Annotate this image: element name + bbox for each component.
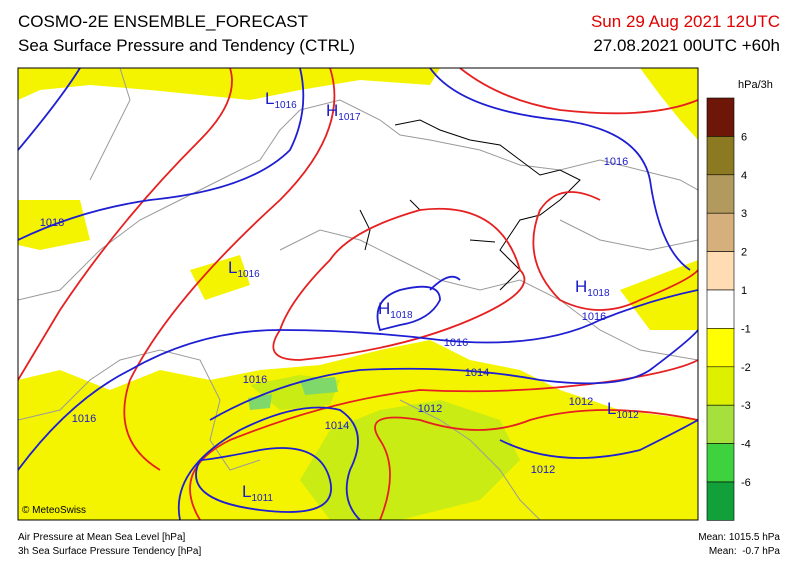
legend: 6 4 3 2 1 -1 -2 -3 -4 -6 [706,97,751,521]
legend-tick-label: -3 [741,400,751,412]
copyright: © MeteoSwiss [22,505,86,516]
legend-swatch [706,174,735,214]
map-labels: L1016 H1017L1016H1018H1018L1012L101110161… [40,89,639,504]
legend-swatch [706,443,735,483]
pressure-center: H1017 [326,101,361,123]
tendency-fill-3 [248,377,338,410]
center-value: 1018 [390,310,413,321]
center-letter: L [228,258,237,277]
isobar-label: 1016 [444,337,468,349]
pressure-center: L1011 [242,482,273,504]
legend-tick-label: 6 [741,131,747,143]
isobar-label: 1016 [72,413,96,425]
center-value: 1018 [587,288,610,299]
center-letter: H [575,277,587,296]
isobar-label: 1016 [243,374,267,386]
isobar-label: 1014 [465,367,489,379]
footer-left-1: Air Pressure at Mean Sea Level [hPa] [18,532,186,543]
center-letter: H [378,299,390,318]
legend-tick-label: -4 [741,439,751,451]
borders [18,68,698,520]
center-letter: L [242,482,251,501]
legend-tick-label: -2 [741,362,751,374]
legend-tick-label: 4 [741,170,747,182]
pressure-center: L1016 [228,258,260,280]
map: L1016 H1017L1016H1018H1018L1012L101110161… [18,68,698,520]
isobar-label: 1016 [604,156,628,168]
legend-swatch [706,289,735,329]
footer-right-1: Mean: 1015.5 hPa [698,532,780,543]
subtitle: Sea Surface Pressure and Tendency (CTRL) [18,36,355,55]
isobar-label: 1014 [325,420,349,432]
legend-swatch [706,136,735,176]
legend-title: hPa/3h [738,79,773,91]
center-value: 1016 [237,269,260,280]
legend-swatch [706,251,735,291]
legend-swatch [706,481,735,521]
isobar-label: 1012 [569,396,593,408]
run-time: 27.08.2021 00UTC +60h [593,36,780,55]
pressure-center: H1018 [378,299,413,321]
legend-swatch [706,212,735,252]
legend-tick-label: -1 [741,323,751,335]
map-frame [17,67,699,521]
footer-right-2: Mean: -0.7 hPa [709,546,781,557]
center-letter: L [607,399,616,418]
footer-left-2: 3h Sea Surface Pressure Tendency [hPa] [18,546,201,557]
isobar-label: 1016 [582,311,606,323]
isobar-label: 1018 [40,217,64,229]
title: COSMO-2E ENSEMBLE_FORECAST [18,12,308,31]
center-value: 1012 [616,410,639,421]
legend-tick-label: -6 [741,477,751,489]
legend-swatch [706,97,735,137]
pressure-center: L1016 [265,89,297,111]
legend-swatch [706,328,735,368]
center-letter: L [265,89,274,108]
legend-tick-label: 2 [741,247,747,259]
legend-tick-label: 3 [741,208,747,220]
center-value: 1017 [338,112,361,123]
isobar-label: 1012 [418,403,442,415]
isobar-label: 1012 [531,464,555,476]
pressure-center: L1012 [607,399,639,421]
legend-swatch [706,404,735,444]
center-value: 1016 [274,100,297,111]
center-letter: H [326,101,338,120]
center-value: 1011 [251,493,273,504]
legend-swatch [706,366,735,406]
valid-time: Sun 29 Aug 2021 12UTC [591,12,780,31]
legend-tick-label: 1 [741,285,747,297]
isobars [18,68,698,520]
pressure-center: H1018 [575,277,610,299]
